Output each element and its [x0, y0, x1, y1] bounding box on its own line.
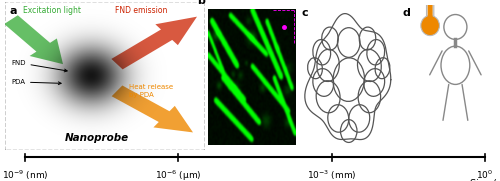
Text: $10^{-9}$ (nm): $10^{-9}$ (nm)	[2, 168, 48, 181]
FancyBboxPatch shape	[428, 0, 432, 19]
Text: FND: FND	[11, 60, 67, 72]
Text: FND emission: FND emission	[115, 6, 168, 15]
Text: PDA: PDA	[11, 79, 61, 85]
Text: $10^{-6}$ (μm): $10^{-6}$ (μm)	[155, 168, 202, 181]
Circle shape	[421, 16, 440, 36]
Text: Heat release
by PDA: Heat release by PDA	[129, 84, 173, 98]
FancyBboxPatch shape	[426, 0, 434, 20]
Polygon shape	[112, 17, 197, 69]
Text: b: b	[197, 0, 205, 6]
Text: c: c	[302, 8, 308, 18]
Text: Size (m): Size (m)	[470, 178, 500, 181]
Text: Nanoprobe: Nanoprobe	[65, 133, 129, 143]
Text: Excitation light: Excitation light	[23, 6, 81, 15]
Text: $10^{-3}$ (mm): $10^{-3}$ (mm)	[307, 168, 356, 181]
Polygon shape	[4, 15, 63, 64]
Text: d: d	[402, 8, 410, 18]
Text: a: a	[9, 6, 16, 16]
Polygon shape	[112, 85, 193, 132]
Text: $10^{0}$: $10^{0}$	[476, 168, 494, 181]
FancyBboxPatch shape	[5, 2, 205, 150]
